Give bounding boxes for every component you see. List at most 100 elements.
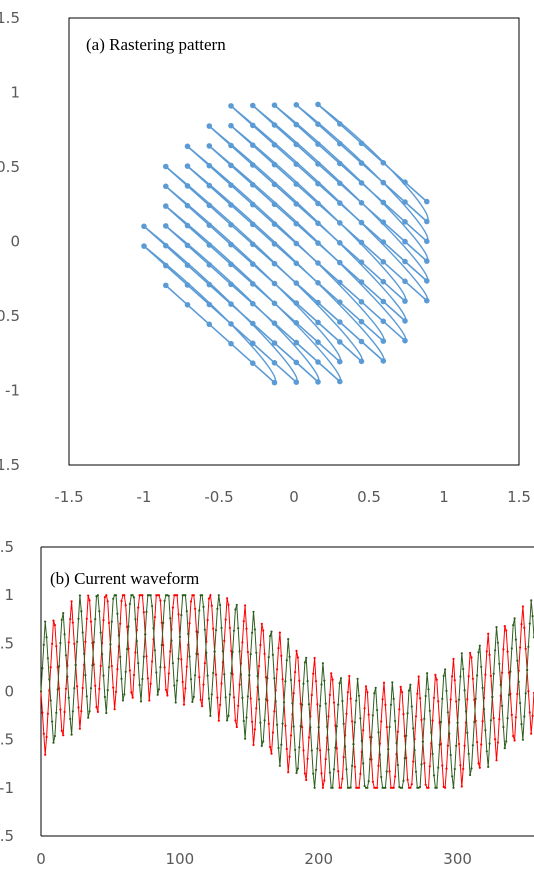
raster-point	[271, 221, 278, 227]
waveform-point	[430, 731, 433, 734]
waveform-point	[362, 729, 365, 732]
waveform-point	[63, 633, 66, 636]
chart-b: (b) Current waveform 0 100 200 300 .51.50.5…	[0, 538, 534, 868]
waveform-point	[73, 642, 76, 645]
waveform-point	[307, 736, 311, 739]
raster-point	[228, 241, 234, 248]
waveform-point	[356, 677, 359, 680]
waveform-point	[366, 786, 369, 789]
waveform-point	[139, 700, 143, 703]
raster-point	[380, 358, 387, 364]
waveform-point	[407, 689, 411, 692]
raster-point	[315, 161, 321, 167]
waveform-point	[453, 767, 456, 771]
raster-point	[380, 338, 387, 344]
waveform-point	[341, 777, 344, 780]
waveform-point	[112, 686, 115, 689]
waveform-point	[320, 772, 323, 775]
waveform-point	[227, 603, 230, 606]
waveform-point	[512, 734, 515, 738]
waveform-point	[228, 626, 231, 629]
waveform-point	[403, 757, 406, 760]
raster-point	[358, 200, 365, 206]
waveform-point	[49, 666, 52, 669]
raster-loop	[274, 104, 429, 262]
chart-a-x-ticks: -1.5 -1 -0.5 0 0.5 1 1.5	[54, 488, 531, 506]
waveform-point	[220, 626, 223, 630]
raster-point	[293, 161, 300, 167]
waveform-point	[128, 669, 131, 672]
waveform-point	[224, 696, 227, 699]
waveform-point	[206, 674, 209, 677]
waveform-point	[223, 639, 226, 642]
raster-point	[424, 258, 430, 264]
waveform-point	[452, 786, 455, 789]
raster-point	[271, 360, 278, 366]
waveform-point	[294, 748, 297, 751]
waveform-point	[531, 615, 534, 618]
raster-point	[293, 320, 300, 326]
raster-point	[402, 238, 408, 245]
waveform-point	[49, 699, 52, 702]
waveform-point	[405, 734, 408, 737]
waveform-point	[109, 643, 112, 646]
raster-line	[165, 185, 363, 362]
waveform-point	[514, 638, 518, 641]
waveform-point	[445, 689, 448, 692]
waveform-point	[227, 714, 230, 717]
waveform-point	[446, 744, 449, 747]
waveform-point	[70, 600, 73, 603]
raster-point	[184, 202, 191, 209]
waveform-point	[198, 609, 201, 612]
waveform-point	[241, 641, 244, 644]
waveform-point	[274, 700, 277, 703]
waveform-point	[84, 640, 87, 643]
raster-point	[228, 281, 234, 288]
waveform-point	[420, 763, 423, 766]
raster-point	[271, 201, 278, 208]
waveform-point	[255, 707, 258, 710]
raster-point	[402, 278, 408, 285]
waveform-point	[144, 633, 147, 636]
raster-point	[293, 220, 300, 227]
waveform-point	[338, 682, 341, 685]
waveform-point	[107, 621, 111, 624]
waveform-point	[295, 771, 298, 775]
waveform-point	[485, 750, 488, 753]
waveform-point	[270, 630, 273, 633]
waveform-point	[516, 659, 519, 662]
waveform-point	[364, 685, 368, 688]
waveform-point	[126, 648, 129, 651]
waveform-point	[153, 649, 156, 652]
waveform-point	[487, 765, 490, 768]
raster-point	[337, 279, 343, 286]
waveform-point	[530, 732, 533, 735]
raster-point	[315, 180, 321, 187]
raster-point	[358, 279, 365, 285]
waveform-point	[276, 668, 279, 671]
waveform-point	[199, 698, 202, 701]
chart-a-x-tick-label: -1.5	[54, 488, 83, 506]
waveform-point	[170, 639, 173, 642]
raster-point	[206, 321, 213, 328]
waveform-point	[339, 677, 343, 680]
raster-point	[315, 280, 321, 286]
waveform-point	[444, 786, 447, 789]
waveform-point	[351, 720, 354, 723]
waveform-point	[306, 757, 309, 760]
waveform-point	[287, 771, 290, 774]
waveform-point	[145, 655, 148, 658]
raster-point	[250, 162, 256, 168]
waveform-point	[105, 594, 108, 597]
waveform-point	[178, 635, 181, 638]
chart-a-y-tick-label: 1.5	[0, 9, 20, 27]
chart-b-y-tick-label: -1	[0, 779, 14, 797]
waveform-point	[460, 652, 463, 655]
waveform-point	[182, 703, 186, 706]
waveform-point	[81, 631, 84, 634]
raster-point	[228, 142, 234, 149]
waveform-point	[346, 691, 349, 694]
waveform-point	[455, 744, 458, 747]
waveform-point	[345, 768, 348, 771]
chart-b-x-tick-label: 200	[304, 850, 333, 868]
